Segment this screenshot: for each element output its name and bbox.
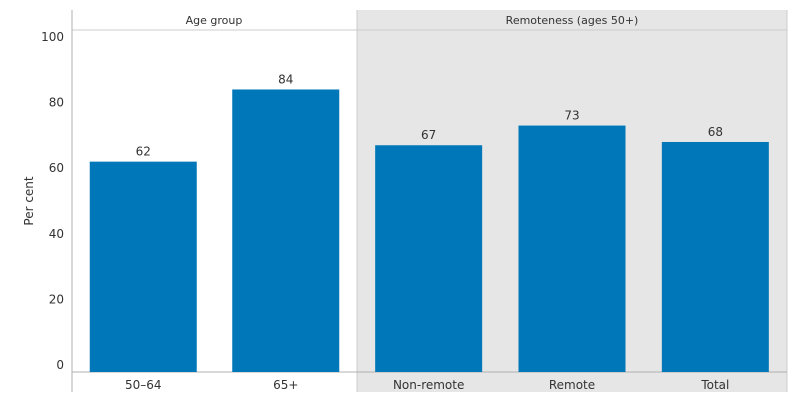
category-label: Non-remote <box>393 378 464 392</box>
y-tick-label: 40 <box>49 227 64 241</box>
bar <box>518 125 626 372</box>
panel-title-remoteness: Remoteness (ages 50+) <box>506 14 639 27</box>
bar-value-label: 68 <box>708 125 723 139</box>
y-tick-label: 0 <box>56 358 64 372</box>
bar-value-label: 73 <box>564 109 579 123</box>
bars-group <box>89 89 769 372</box>
category-labels-group: 50–64 65+ Non-remote Remote Total <box>125 378 729 392</box>
bar <box>375 145 483 372</box>
y-tick-label: 80 <box>49 96 64 110</box>
category-label: Remote <box>549 378 595 392</box>
bar <box>89 161 197 372</box>
category-label: 65+ <box>273 378 298 392</box>
bar <box>232 89 340 372</box>
value-labels-group: 62 84 67 73 68 <box>136 72 723 158</box>
panel-title-age-group: Age group <box>186 14 243 27</box>
category-label: Total <box>700 378 729 392</box>
bar <box>661 141 769 372</box>
bar-value-label: 62 <box>136 145 151 159</box>
category-label: 50–64 <box>125 378 162 392</box>
bar-value-label: 84 <box>278 72 293 86</box>
y-axis-label: Per cent <box>22 176 36 226</box>
bar-value-label: 67 <box>421 128 436 142</box>
y-tick-label: 100 <box>41 30 64 44</box>
y-axis-ticks: 0 20 40 60 80 100 <box>41 30 64 372</box>
y-tick-label: 60 <box>49 161 64 175</box>
y-tick-label: 20 <box>49 292 64 306</box>
